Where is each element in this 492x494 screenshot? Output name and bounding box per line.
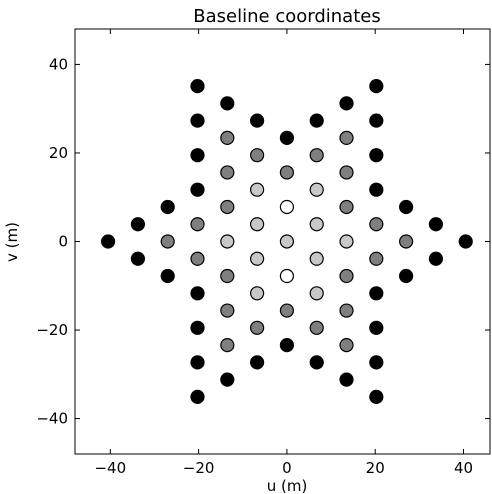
x-tick-label: −40: [94, 459, 126, 477]
baseline-point: [190, 320, 205, 335]
baseline-point: [339, 337, 354, 353]
baseline-point: [190, 389, 205, 404]
baseline-point: [369, 79, 384, 94]
y-tick-label: 20: [49, 144, 68, 162]
baseline-point: [369, 251, 384, 266]
baseline-point: [369, 182, 384, 197]
baseline-point: [339, 199, 354, 215]
baseline-point: [309, 251, 324, 266]
baseline-point: [309, 182, 324, 197]
baseline-point: [399, 268, 414, 284]
baseline-point: [279, 130, 295, 146]
baseline-point: [309, 355, 324, 370]
x-tick-label: 20: [366, 459, 385, 477]
baseline-point: [309, 320, 324, 335]
baseline-point: [339, 130, 354, 146]
baseline-point: [190, 113, 205, 128]
x-axis-label: u (m): [267, 477, 308, 494]
baseline-point: [250, 148, 265, 163]
baseline-point: [250, 217, 265, 232]
baseline-point: [220, 199, 235, 215]
x-tick-label: 40: [454, 459, 473, 477]
baseline-point: [160, 234, 175, 249]
chart-title: Baseline coordinates: [193, 6, 380, 27]
baseline-point: [101, 234, 116, 249]
baseline-point: [279, 165, 295, 180]
baseline-point: [130, 217, 146, 232]
baseline-point: [190, 148, 205, 163]
baseline-point: [190, 355, 205, 370]
baseline-point: [428, 251, 444, 266]
baseline-point: [220, 130, 235, 146]
baseline-point: [279, 337, 295, 353]
baseline-point: [220, 234, 235, 249]
x-tick-label: −20: [183, 459, 215, 477]
baseline-point: [220, 96, 235, 111]
y-tick-label: −40: [36, 410, 68, 428]
baseline-point: [250, 286, 265, 301]
baseline-point: [339, 372, 354, 387]
points-layer: [101, 79, 473, 404]
baseline-point: [369, 286, 384, 301]
y-tick-label: 0: [58, 233, 68, 251]
baseline-point: [220, 337, 235, 353]
baseline-point: [250, 320, 265, 335]
baseline-point: [190, 217, 205, 232]
x-tick-label: 0: [282, 459, 292, 477]
y-tick-label: −20: [36, 321, 68, 339]
y-tick-label: 40: [49, 55, 68, 73]
baseline-point: [428, 217, 444, 232]
baseline-point: [309, 286, 324, 301]
baseline-point: [369, 217, 384, 232]
baseline-point: [309, 113, 324, 128]
baseline-point: [250, 251, 265, 266]
baseline-point: [369, 355, 384, 370]
baseline-point: [160, 199, 175, 215]
baseline-point: [339, 303, 354, 318]
baseline-point: [369, 113, 384, 128]
baseline-point: [339, 96, 354, 111]
baseline-point: [339, 268, 354, 284]
baseline-point: [250, 355, 265, 370]
baseline-point: [369, 320, 384, 335]
baseline-point: [220, 165, 235, 180]
baseline-point: [160, 268, 175, 284]
y-axis-label: v (m): [3, 222, 21, 262]
baseline-point: [220, 268, 235, 284]
baseline-point: [309, 148, 324, 163]
baseline-point: [190, 286, 205, 301]
baseline-point: [250, 113, 265, 128]
ticks-layer: −40 −20 0 20 40 −40 −20 0 20 40: [36, 29, 490, 477]
baseline-point: [190, 182, 205, 197]
baseline-point: [279, 268, 295, 284]
baseline-point: [369, 389, 384, 404]
baseline-point: [399, 234, 414, 249]
baseline-point: [339, 165, 354, 180]
baseline-point: [130, 251, 146, 266]
baseline-point: [369, 148, 384, 163]
baseline-point: [279, 199, 295, 215]
baseline-point: [220, 372, 235, 387]
baseline-point: [399, 199, 414, 215]
baseline-point: [458, 234, 473, 249]
baseline-point: [339, 234, 354, 249]
baseline-point: [190, 251, 205, 266]
baseline-point: [250, 182, 265, 197]
baseline-point: [279, 303, 295, 318]
baseline-point: [220, 303, 235, 318]
baseline-point: [279, 234, 295, 249]
baseline-point: [309, 217, 324, 232]
baseline-point: [190, 79, 205, 94]
